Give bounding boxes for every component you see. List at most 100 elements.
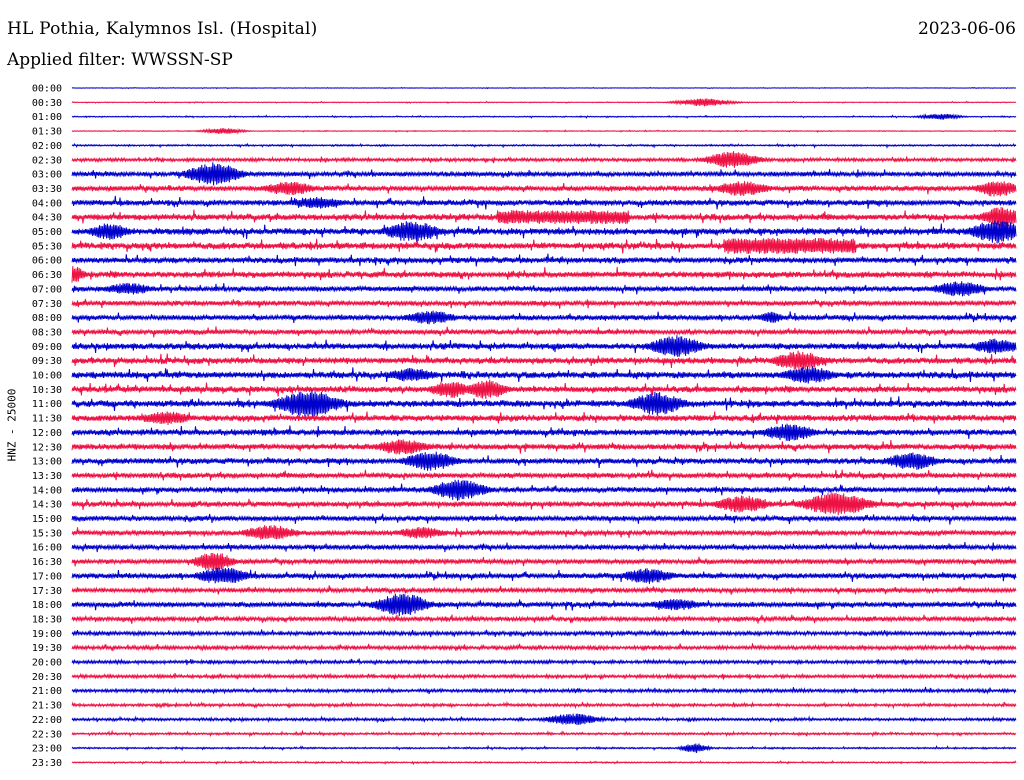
row-time-label: 14:30 bbox=[32, 500, 62, 511]
row-time-label: 00:30 bbox=[32, 98, 62, 109]
trace-row bbox=[71, 253, 1017, 267]
trace-row bbox=[71, 162, 1017, 186]
trace-row bbox=[71, 266, 1017, 283]
row-time-label: 18:30 bbox=[32, 614, 62, 625]
row-time-label: 15:00 bbox=[32, 514, 62, 525]
row-time-label: 05:00 bbox=[32, 227, 62, 238]
row-time-label: 16:00 bbox=[32, 543, 62, 554]
row-time-label: 19:00 bbox=[32, 629, 62, 640]
trace-row bbox=[71, 657, 1017, 666]
row-time-label: 18:00 bbox=[32, 600, 62, 611]
trace-row bbox=[71, 195, 1017, 210]
trace-row bbox=[71, 350, 1017, 371]
trace-row bbox=[71, 614, 1017, 624]
trace-row bbox=[71, 98, 1017, 107]
trace-row bbox=[71, 713, 1017, 726]
row-time-label: 04:30 bbox=[32, 213, 62, 224]
row-time-label: 08:00 bbox=[32, 313, 62, 324]
trace-row bbox=[71, 593, 1017, 617]
row-time-label: 07:00 bbox=[32, 284, 62, 295]
row-time-label: 11:30 bbox=[32, 414, 62, 425]
trace-row bbox=[71, 492, 1017, 516]
row-time-label: 21:00 bbox=[32, 686, 62, 697]
row-time-label: 22:00 bbox=[32, 715, 62, 726]
row-time-label: 03:00 bbox=[32, 170, 62, 181]
row-time-label: 09:00 bbox=[32, 342, 62, 353]
time-tick-labels: 00:00 00:30 01:00 01:30 02:00 02:30 03:00 03:30… bbox=[32, 84, 62, 769]
trace-row bbox=[71, 220, 1017, 244]
trace-row bbox=[71, 542, 1017, 553]
row-time-label: 06:00 bbox=[32, 256, 62, 267]
row-time-label: 10:00 bbox=[32, 371, 62, 382]
row-time-label: 02:30 bbox=[32, 155, 62, 166]
trace-row bbox=[71, 335, 1017, 357]
trace-row bbox=[71, 729, 1017, 738]
trace-row bbox=[71, 585, 1017, 595]
trace-row bbox=[71, 151, 1017, 168]
row-time-label: 10:30 bbox=[32, 385, 62, 396]
row-time-label: 21:30 bbox=[32, 701, 62, 712]
row-time-label: 13:00 bbox=[32, 457, 62, 468]
row-time-label: 06:30 bbox=[32, 270, 62, 281]
row-time-label: 17:30 bbox=[32, 586, 62, 597]
trace-row bbox=[71, 281, 1017, 297]
seismic-traces bbox=[71, 86, 1017, 766]
row-time-label: 04:00 bbox=[32, 198, 62, 209]
trace-row bbox=[71, 206, 1017, 228]
row-time-label: 03:30 bbox=[32, 184, 62, 195]
trace-row bbox=[71, 643, 1017, 652]
trace-row bbox=[71, 326, 1017, 338]
trace-row bbox=[71, 142, 1017, 149]
trace-row bbox=[71, 469, 1017, 481]
trace-row bbox=[71, 310, 1017, 325]
row-time-label: 17:00 bbox=[32, 571, 62, 582]
row-time-label: 05:30 bbox=[32, 241, 62, 252]
trace-row bbox=[71, 237, 1017, 254]
row-time-label: 14:00 bbox=[32, 485, 62, 496]
row-time-label: 20:00 bbox=[32, 658, 62, 669]
row-time-label: 23:30 bbox=[32, 758, 62, 769]
trace-row bbox=[71, 759, 1017, 766]
trace-row bbox=[71, 423, 1017, 442]
trace-row bbox=[71, 113, 1017, 120]
row-time-label: 09:30 bbox=[32, 356, 62, 367]
row-time-label: 08:30 bbox=[32, 327, 62, 338]
trace-row bbox=[71, 513, 1017, 525]
row-time-label: 23:00 bbox=[32, 744, 62, 755]
station-title: HL Pothia, Kalymnos Isl. (Hospital) bbox=[7, 19, 318, 39]
trace-row bbox=[71, 700, 1017, 710]
trace-row bbox=[71, 181, 1017, 197]
trace-row bbox=[71, 366, 1017, 384]
trace-row bbox=[71, 479, 1017, 501]
trace-row bbox=[71, 411, 1017, 426]
trace-row bbox=[71, 298, 1017, 309]
filter-label: Applied filter: WWSSN-SP bbox=[7, 50, 233, 70]
row-time-label: 20:30 bbox=[32, 672, 62, 683]
row-time-label: 07:30 bbox=[32, 299, 62, 310]
row-time-label: 15:30 bbox=[32, 528, 62, 539]
trace-row bbox=[71, 743, 1017, 753]
row-time-label: 01:30 bbox=[32, 127, 62, 138]
row-time-label: 19:30 bbox=[32, 643, 62, 654]
row-time-label: 12:30 bbox=[32, 442, 62, 453]
trace-row bbox=[71, 567, 1017, 584]
row-time-label: 22:30 bbox=[32, 729, 62, 740]
row-time-label: 01:00 bbox=[32, 112, 62, 123]
trace-row bbox=[71, 525, 1017, 540]
trace-row bbox=[71, 86, 1017, 90]
row-time-label: 13:30 bbox=[32, 471, 62, 482]
row-time-label: 11:00 bbox=[32, 399, 62, 410]
row-time-label: 16:30 bbox=[32, 557, 62, 568]
date-label: 2023-06-06 bbox=[917, 19, 1016, 39]
trace-row bbox=[71, 552, 1017, 572]
trace-row bbox=[71, 686, 1017, 695]
trace-row bbox=[71, 390, 1017, 417]
trace-row bbox=[71, 379, 1017, 399]
trace-row bbox=[71, 672, 1017, 681]
trace-row bbox=[71, 629, 1017, 638]
row-time-label: 00:00 bbox=[32, 84, 62, 95]
row-time-label: 02:00 bbox=[32, 141, 62, 152]
trace-row bbox=[71, 127, 1017, 135]
trace-row bbox=[71, 439, 1017, 455]
